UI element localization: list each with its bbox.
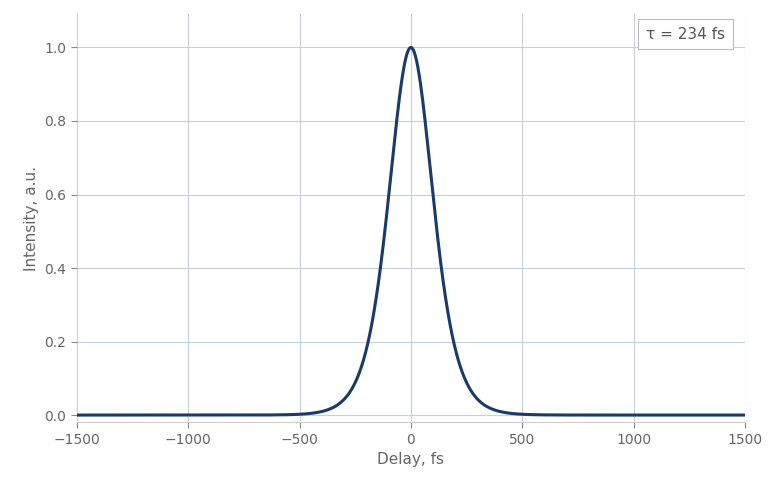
X-axis label: Delay, fs: Delay, fs [377,452,445,468]
Text: τ = 234 fs: τ = 234 fs [646,26,725,42]
Y-axis label: Intensity, a.u.: Intensity, a.u. [24,166,39,271]
